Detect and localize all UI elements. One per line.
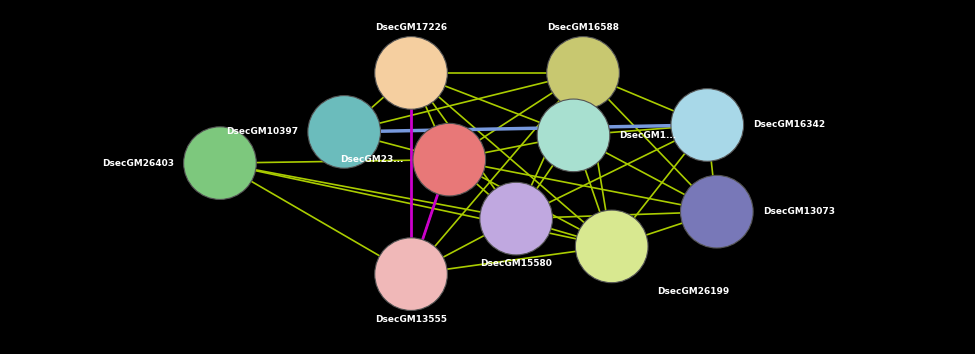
Ellipse shape <box>374 36 448 109</box>
Ellipse shape <box>547 36 619 109</box>
Ellipse shape <box>413 123 486 196</box>
Ellipse shape <box>374 238 448 310</box>
Text: DsecGM1...: DsecGM1... <box>619 131 677 140</box>
Ellipse shape <box>183 127 256 199</box>
Text: DsecGM10397: DsecGM10397 <box>226 127 298 136</box>
Ellipse shape <box>671 88 744 161</box>
Text: DsecGM23...: DsecGM23... <box>340 155 404 164</box>
Ellipse shape <box>308 96 380 168</box>
Text: DsecGM26199: DsecGM26199 <box>657 287 730 296</box>
Text: DsecGM15580: DsecGM15580 <box>481 259 552 268</box>
Text: DsecGM26403: DsecGM26403 <box>102 159 175 168</box>
Text: DsecGM13555: DsecGM13555 <box>375 315 448 324</box>
Ellipse shape <box>480 182 553 255</box>
Text: DsecGM16342: DsecGM16342 <box>753 120 825 130</box>
Ellipse shape <box>681 175 753 248</box>
Text: DsecGM16588: DsecGM16588 <box>547 23 619 33</box>
Text: DsecGM13073: DsecGM13073 <box>762 207 835 216</box>
Ellipse shape <box>537 99 609 172</box>
Ellipse shape <box>575 210 648 283</box>
Text: DsecGM17226: DsecGM17226 <box>375 23 448 33</box>
